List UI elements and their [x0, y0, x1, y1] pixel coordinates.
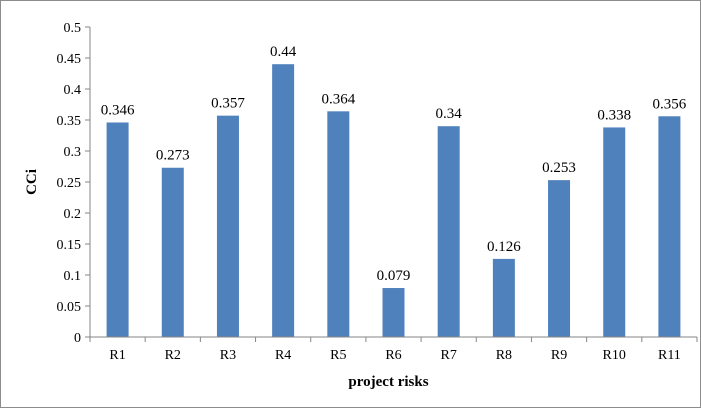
- x-tick-label: R8: [496, 348, 512, 363]
- bar-r5: [327, 111, 350, 337]
- y-tick-label: 0.45: [57, 52, 82, 67]
- x-tick-label: R5: [330, 348, 346, 363]
- x-axis-ticks: R1 R2 R3 R4 R5 R6 R7 R8 R9 R10 R11: [89, 337, 698, 363]
- y-tick-label: 0.5: [64, 21, 82, 36]
- data-label: 0.126: [487, 239, 521, 255]
- x-axis-title: project risks: [348, 374, 428, 390]
- x-tick-label: R4: [275, 348, 291, 363]
- bar-r10: [603, 127, 626, 337]
- y-tick-label: 0.1: [64, 269, 82, 284]
- data-label: 0.079: [377, 268, 411, 284]
- bars: [106, 64, 681, 337]
- bar-r6: [382, 288, 405, 337]
- data-label: 0.364: [321, 91, 355, 107]
- data-label: 0.346: [101, 102, 135, 118]
- x-tick-label: R1: [109, 348, 125, 363]
- y-tick-label: 0.3: [64, 145, 82, 160]
- y-axis-ticks: 0 0.05 0.1 0.15 0.2 0.25 0.3 0.35 0.4 0.45 0.5: [57, 21, 90, 346]
- data-label: 0.253: [542, 160, 576, 176]
- bar-r2: [161, 167, 184, 337]
- y-tick-label: 0.15: [57, 238, 82, 253]
- bar-r1: [106, 122, 129, 337]
- y-tick-label: 0.4: [64, 83, 82, 98]
- data-label: 0.273: [156, 148, 190, 164]
- x-tick-label: R11: [658, 348, 681, 363]
- bar-r11: [658, 116, 681, 337]
- x-tick-label: R7: [441, 348, 457, 363]
- y-tick-label: 0.35: [57, 114, 82, 129]
- y-tick-label: 0.25: [57, 176, 82, 191]
- x-tick-label: R9: [551, 348, 567, 363]
- bar-r8: [492, 258, 515, 337]
- y-tick-label: 0.2: [64, 207, 82, 222]
- bar-r3: [216, 115, 239, 337]
- data-label: 0.338: [597, 107, 631, 123]
- data-label: 0.357: [211, 96, 245, 112]
- y-tick-label: 0: [74, 331, 81, 346]
- data-label: 0.356: [653, 96, 687, 112]
- bar-r9: [548, 180, 571, 337]
- x-tick-label: R10: [603, 348, 626, 363]
- data-labels: 0.346 0.273 0.357 0.44 0.364 0.079 0.34 0.126 0.…: [101, 44, 687, 284]
- y-axis-title: CCi: [24, 169, 40, 195]
- bar-r4: [272, 64, 295, 337]
- data-label: 0.44: [270, 44, 297, 60]
- x-tick-label: R2: [165, 348, 181, 363]
- x-tick-label: R3: [220, 348, 236, 363]
- y-tick-label: 0.05: [57, 300, 82, 315]
- bar-r7: [437, 126, 460, 337]
- data-label: 0.34: [436, 106, 463, 122]
- x-tick-label: R6: [385, 348, 401, 363]
